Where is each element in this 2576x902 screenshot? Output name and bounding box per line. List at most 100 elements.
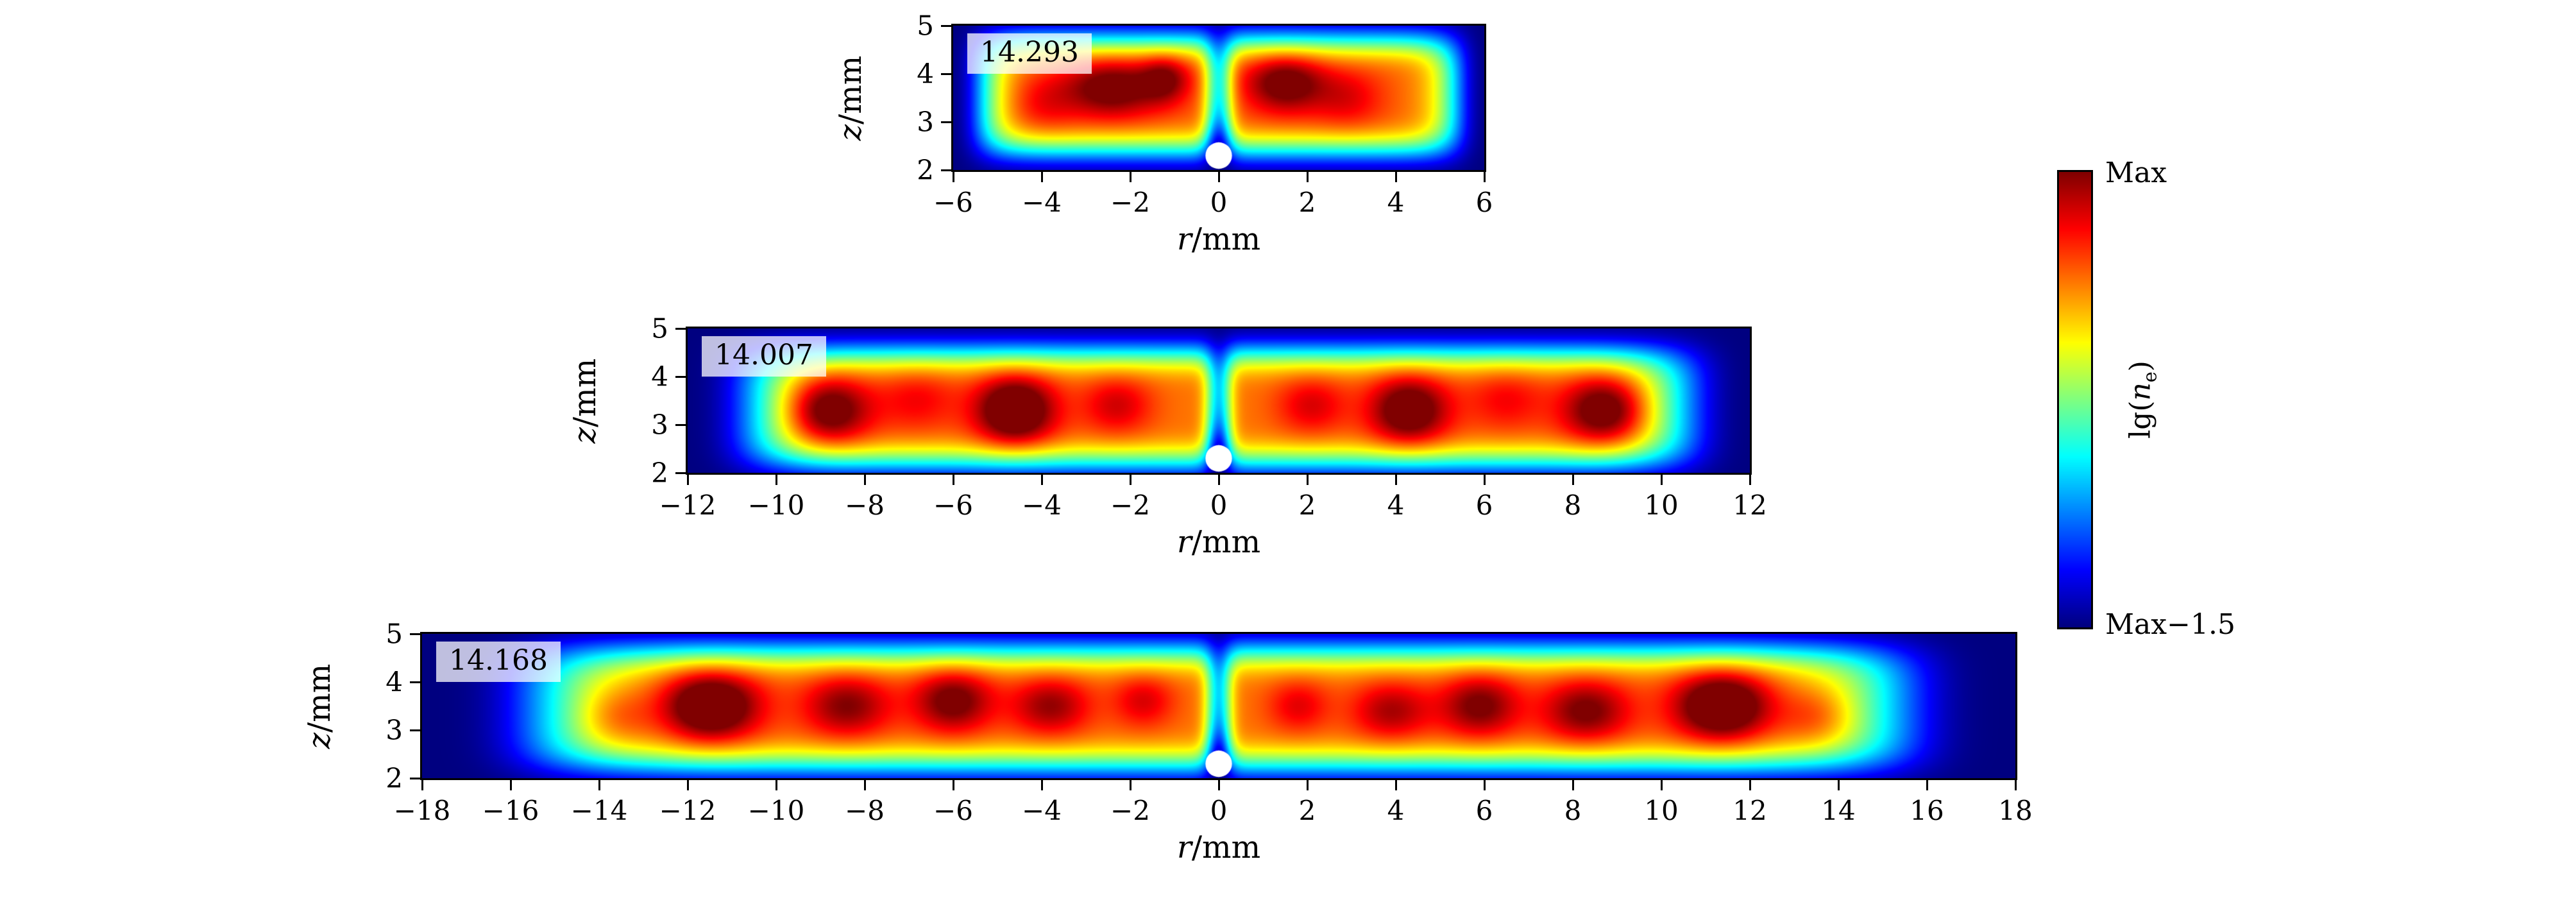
tick-mark <box>675 472 686 474</box>
tick-mark <box>675 423 686 426</box>
tick-mark <box>410 729 420 731</box>
tick-label: 0 <box>1210 187 1228 218</box>
tick-label: −6 <box>933 187 973 218</box>
tick-mark <box>952 780 954 790</box>
tick-label: −4 <box>1022 795 1062 826</box>
colorbar-title-variable: n <box>2124 382 2157 401</box>
tick-label: 4 <box>651 361 668 393</box>
tick-mark <box>410 777 420 779</box>
x-axis-label-2: r/mm <box>1177 524 1260 560</box>
heatmap-canvas-3 <box>422 634 2015 778</box>
colorbar-gradient <box>2057 170 2093 629</box>
tick-label: 5 <box>917 10 934 42</box>
tick-mark <box>952 172 954 182</box>
tick-label: 4 <box>1387 489 1405 521</box>
tick-label: −12 <box>659 795 716 826</box>
x-axis-variable: r <box>1176 524 1192 560</box>
tick-mark <box>1129 172 1131 182</box>
peak-value-label-1: 14.293 <box>967 33 1092 74</box>
colorbar-title-suffix: ) <box>2124 361 2157 372</box>
tick-label: −10 <box>747 795 805 826</box>
x-axis-variable: r <box>1176 830 1192 865</box>
tick-label: 6 <box>1475 187 1493 218</box>
tick-label: 4 <box>386 666 403 698</box>
tick-label: 14 <box>1821 795 1856 826</box>
tick-mark <box>1306 780 1309 790</box>
tick-label: 8 <box>1564 795 1582 826</box>
tick-label: 18 <box>1998 795 2033 826</box>
tick-label: 0 <box>1210 489 1228 521</box>
tick-mark <box>686 475 689 485</box>
tick-label: 3 <box>386 714 403 746</box>
tick-mark <box>1749 475 1751 485</box>
tick-label: 3 <box>917 106 934 138</box>
tick-label: 2 <box>386 762 403 794</box>
tick-label: 16 <box>1910 795 1944 826</box>
tick-mark <box>2014 780 2017 790</box>
tick-label: 10 <box>1644 795 1679 826</box>
tick-mark <box>1306 172 1309 182</box>
tick-label: 10 <box>1644 489 1679 521</box>
tick-mark <box>1483 780 1486 790</box>
tick-mark <box>410 681 420 683</box>
tick-label: −4 <box>1022 187 1062 218</box>
tick-mark <box>1394 780 1397 790</box>
tick-mark <box>1306 475 1309 485</box>
tick-label: 2 <box>1298 187 1316 218</box>
tick-mark <box>1394 172 1397 182</box>
tick-mark <box>1129 780 1131 790</box>
tick-label: −12 <box>659 489 716 521</box>
tick-label: −18 <box>393 795 451 826</box>
tick-label: 12 <box>1733 795 1767 826</box>
tick-mark <box>1040 780 1043 790</box>
colorbar-title-subscript: e <box>2139 371 2161 383</box>
tick-mark <box>1217 475 1220 485</box>
tick-label: −14 <box>570 795 628 826</box>
plot-area-2: 14.007 <box>686 327 1752 475</box>
tick-mark <box>1483 475 1486 485</box>
tick-mark <box>598 780 600 790</box>
tick-label: −2 <box>1110 795 1150 826</box>
tick-label: 0 <box>1210 795 1228 826</box>
tick-mark <box>1572 475 1574 485</box>
tick-mark <box>1040 172 1043 182</box>
x-axis-unit: /mm <box>1191 830 1261 865</box>
tick-mark <box>863 780 866 790</box>
tick-label: 4 <box>1387 795 1405 826</box>
tick-mark <box>675 375 686 378</box>
x-axis-unit: /mm <box>1191 524 1261 560</box>
tick-mark <box>1572 780 1574 790</box>
colorbar-title-prefix: lg( <box>2124 400 2157 439</box>
tick-mark <box>952 475 954 485</box>
tick-mark <box>1129 475 1131 485</box>
tick-mark <box>1040 475 1043 485</box>
tick-label: −6 <box>933 795 973 826</box>
tick-label: 4 <box>917 58 934 90</box>
tick-mark <box>941 169 951 171</box>
tick-mark <box>1660 475 1663 485</box>
tick-mark <box>1217 780 1220 790</box>
plot-area-1: 14.293 <box>951 24 1486 172</box>
tick-label: −8 <box>845 795 885 826</box>
colorbar-title: lg(ne) <box>2124 361 2161 439</box>
tick-label: 5 <box>386 618 403 650</box>
colorbar-min-label: Max−1.5 <box>2105 608 2235 641</box>
colorbar-canvas <box>2059 172 2091 627</box>
heatmap-canvas-2 <box>688 328 1750 473</box>
tick-mark <box>941 121 951 123</box>
tick-mark <box>1217 172 1220 182</box>
tick-label: −16 <box>482 795 539 826</box>
tick-label: 2 <box>1298 489 1316 521</box>
tick-label: 6 <box>1475 489 1493 521</box>
x-axis-label-1: r/mm <box>1177 221 1260 257</box>
tick-mark <box>686 780 689 790</box>
tick-mark <box>1483 172 1486 182</box>
tick-mark <box>1660 780 1663 790</box>
tick-mark <box>941 72 951 75</box>
tick-mark <box>1837 780 1840 790</box>
tick-label: 5 <box>651 312 668 345</box>
